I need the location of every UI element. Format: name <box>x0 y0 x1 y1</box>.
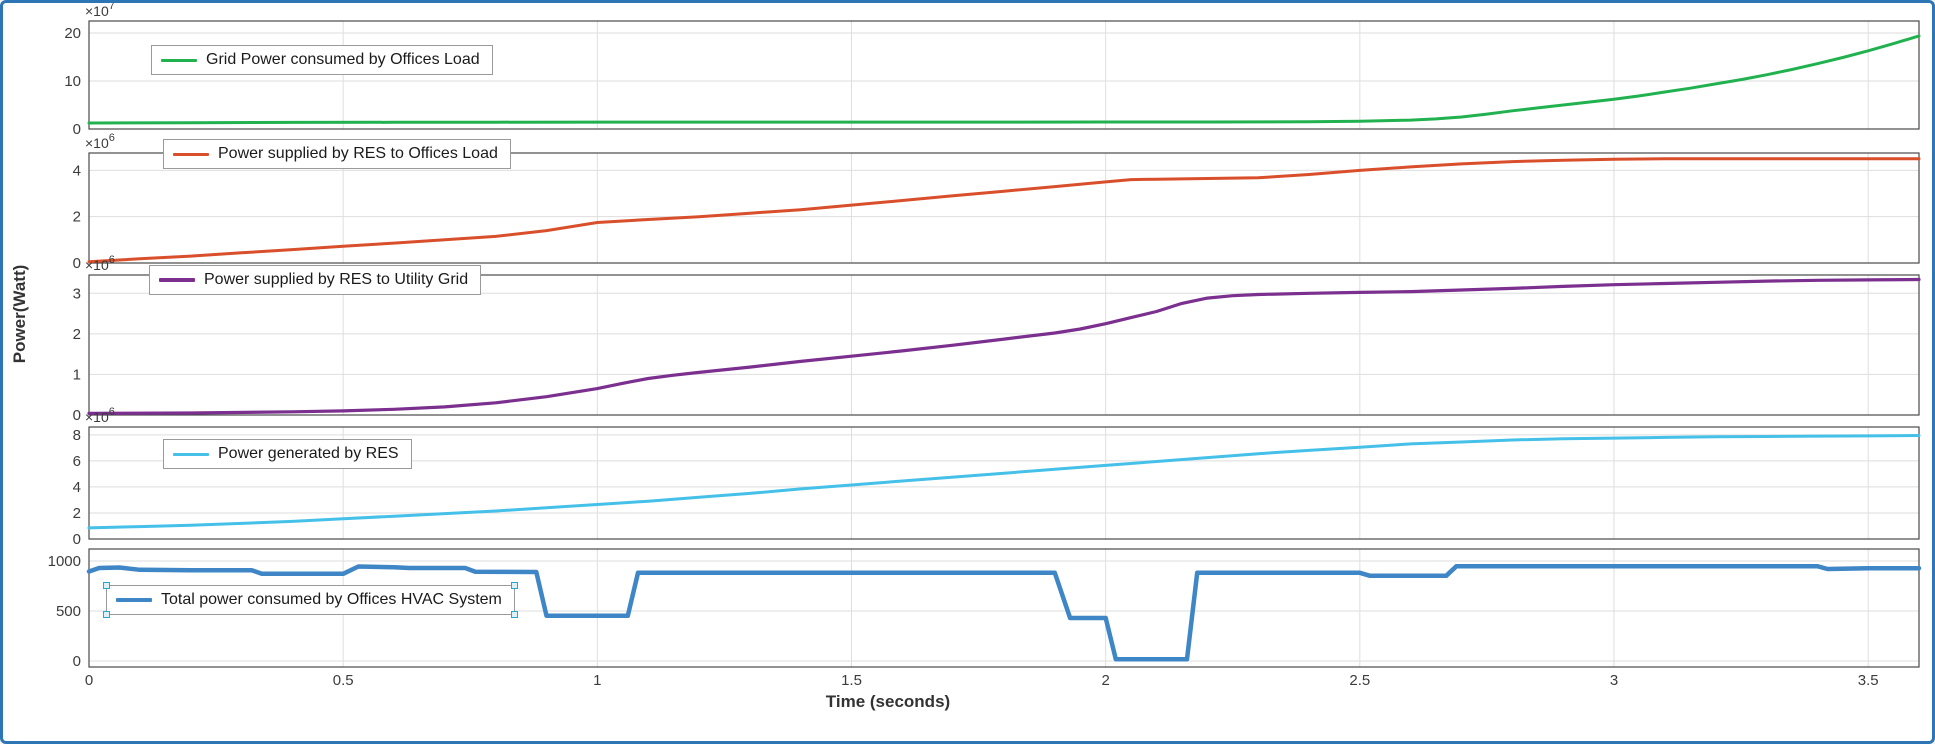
axis-exponent-label: ×106 <box>85 132 115 151</box>
x-tick-label: 1 <box>593 672 601 689</box>
legend-label: Power supplied by RES to Utility Grid <box>204 271 469 288</box>
selection-handle-tr[interactable] <box>510 582 518 589</box>
y-tick-label: 4 <box>73 162 81 179</box>
legend-line-sample <box>159 278 195 282</box>
x-axis-label: Time (seconds) <box>826 692 950 711</box>
x-tick-label: 0 <box>85 672 93 689</box>
axes-box <box>88 548 1920 668</box>
selection-handle-br[interactable] <box>510 611 518 618</box>
axis-exponent-label: ×107 <box>85 3 115 19</box>
legend-label: Power supplied by RES to Offices Load <box>218 145 498 162</box>
axes-box <box>88 20 1920 130</box>
subplot-grid-power-consumed: 0 10 20×107 <box>64 3 1921 138</box>
series-line-grid-power-consumed[interactable] <box>87 34 1921 125</box>
y-tick-label: 10 <box>64 73 81 90</box>
axes-box <box>88 274 1920 416</box>
axis-exponent-label: ×106 <box>85 254 115 273</box>
legend-res-power-to-offices[interactable]: Power supplied by RES to Offices Load <box>163 139 511 169</box>
subplot-res-power-to-offices: 024×106 <box>73 132 1921 272</box>
y-tick-label: 2 <box>73 326 81 343</box>
axes-box <box>88 426 1920 540</box>
y-tick-label: 6 <box>73 453 81 470</box>
legend-grid-power-consumed[interactable]: Grid Power consumed by Offices Load <box>151 45 493 75</box>
y-tick-label: 0 <box>73 121 81 138</box>
y-tick-label: 3 <box>73 285 81 302</box>
series-line-res-power-generated[interactable] <box>87 434 1921 530</box>
selection-handle-tl[interactable] <box>103 582 110 589</box>
axes-box <box>88 152 1920 264</box>
x-tick-label: 3.5 <box>1858 672 1879 689</box>
x-tick-label: 3 <box>1610 672 1618 689</box>
legend-res-power-generated[interactable]: Power generated by RES <box>163 439 412 469</box>
x-tick-label: 0.5 <box>333 672 354 689</box>
series-line-res-power-to-utility-grid[interactable] <box>87 277 1921 415</box>
y-axis-label: Power(Watt) <box>10 264 29 364</box>
y-tick-label: 0 <box>73 653 81 670</box>
y-tick-label: 4 <box>73 479 81 496</box>
y-tick-label: 20 <box>64 25 81 42</box>
x-tick-label: 2 <box>1101 672 1109 689</box>
series-line-hvac-total-power[interactable] <box>86 563 1922 662</box>
legend-label: Total power consumed by Offices HVAC Sys… <box>161 591 502 608</box>
series-line-res-power-to-offices[interactable] <box>87 157 1921 264</box>
selection-handle-bl[interactable] <box>103 611 110 618</box>
legend-line-sample <box>116 597 152 603</box>
y-tick-label: 0 <box>73 407 81 424</box>
y-tick-label: 8 <box>73 427 81 444</box>
legend-res-power-to-utility-grid[interactable]: Power supplied by RES to Utility Grid <box>149 265 482 295</box>
y-tick-label: 500 <box>56 603 81 620</box>
legend-line-sample <box>161 58 197 62</box>
subplot-res-power-generated: 0 2 4 6 8×106 <box>73 406 1921 548</box>
legend-hvac-total-power[interactable]: Total power consumed by Offices HVAC Sys… <box>103 582 518 618</box>
legend-label: Grid Power consumed by Offices Load <box>206 51 480 68</box>
y-tick-label: 0 <box>73 531 81 548</box>
y-tick-label: 1 <box>73 366 81 383</box>
y-tick-label: 0 <box>73 255 81 272</box>
legend-label: Power generated by RES <box>218 445 399 462</box>
y-tick-label: 2 <box>73 505 81 522</box>
y-tick-label: 2 <box>73 209 81 226</box>
x-tick-label: 2.5 <box>1349 672 1370 689</box>
subplot-hvac-total-power: 0 500 1000 <box>48 548 1922 670</box>
axis-exponent-label: ×106 <box>85 406 115 425</box>
x-tick-label: 1.5 <box>841 672 862 689</box>
legend-line-sample <box>173 452 209 456</box>
plot-canvas: 01020×107024×1060123×10602468×1060500100… <box>48 3 1922 711</box>
legend-line-sample <box>173 152 209 156</box>
y-tick-label: 1000 <box>48 553 81 570</box>
